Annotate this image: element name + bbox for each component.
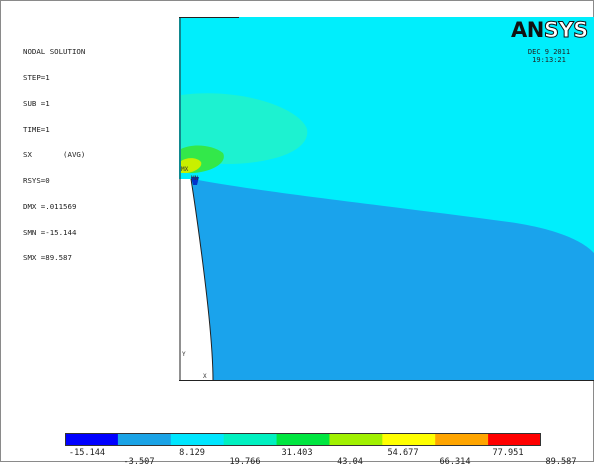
contour-plot[interactable] <box>179 17 594 381</box>
legend-swatch <box>65 433 119 446</box>
info-line: DMX =.011569 <box>23 201 77 211</box>
max-marker: MX <box>181 166 189 173</box>
legend-swatch <box>329 433 383 446</box>
info-line: SX (AVG) <box>23 150 86 160</box>
ansys-logo: ANSYS <box>511 18 589 42</box>
legend-swatch <box>223 433 278 446</box>
solution-info-panel: NODAL SOLUTION STEP=1 SUB =1 TIME=1 SX (… <box>23 31 85 280</box>
legend-label: 31.403 <box>281 448 313 458</box>
contour-legend-bar <box>65 433 541 446</box>
y-axis-marker: Y <box>182 351 186 358</box>
legend-label: 77.951 <box>492 448 524 458</box>
logo-part1: AN <box>511 18 544 42</box>
x-axis-marker: X <box>203 373 207 380</box>
date-label: DEC 9 2011 <box>527 48 571 56</box>
legend-swatch <box>276 433 330 446</box>
info-line: NODAL SOLUTION <box>23 47 86 57</box>
legend-swatch <box>488 433 541 446</box>
info-line: TIME=1 <box>23 124 50 134</box>
legend-swatch <box>117 433 172 446</box>
timestamp: DEC 9 2011 19:13:21 <box>513 48 585 64</box>
legend-label: 66.314 <box>439 457 471 467</box>
legend-label: 89.587 <box>545 457 577 467</box>
legend-label: -3.507 <box>123 457 155 467</box>
time-label: 19:13:21 <box>532 56 566 64</box>
legend-label: -15.144 <box>68 448 106 458</box>
legend-border <box>65 433 541 446</box>
legend-label: 8.129 <box>179 448 205 458</box>
legend-label: 43.04 <box>337 457 363 467</box>
notch-outline <box>190 178 214 381</box>
legend-swatch <box>382 433 436 446</box>
logo-part2: SYS <box>543 18 588 42</box>
info-line: STEP=1 <box>23 72 50 82</box>
legend-label: 54.677 <box>387 448 419 458</box>
min-marker: MN <box>191 175 199 182</box>
contour-band-lower <box>193 179 594 381</box>
legend-swatch <box>170 433 225 446</box>
legend-label: 19.766 <box>229 457 261 467</box>
legend-swatch <box>435 433 489 446</box>
info-line: SMN =-15.144 <box>23 227 77 237</box>
contour-band-min <box>191 177 199 185</box>
hole-region <box>179 179 213 381</box>
contour-band-yellow <box>181 158 202 173</box>
info-line: SUB =1 <box>23 98 50 108</box>
info-line: SMX =89.587 <box>23 253 72 263</box>
info-line: RSYS=0 <box>23 176 50 186</box>
contour-band-ellipse <box>181 93 308 165</box>
